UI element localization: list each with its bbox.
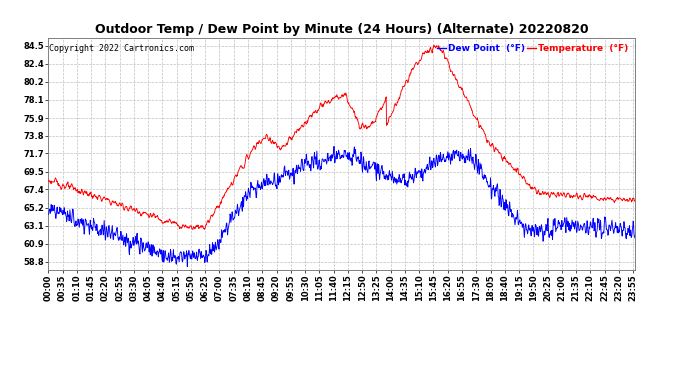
Title: Outdoor Temp / Dew Point by Minute (24 Hours) (Alternate) 20220820: Outdoor Temp / Dew Point by Minute (24 H… [95,23,589,36]
Legend: Dew Point  (°F), Temperature  (°F): Dew Point (°F), Temperature (°F) [435,42,630,55]
Text: Copyright 2022 Cartronics.com: Copyright 2022 Cartronics.com [49,45,194,54]
